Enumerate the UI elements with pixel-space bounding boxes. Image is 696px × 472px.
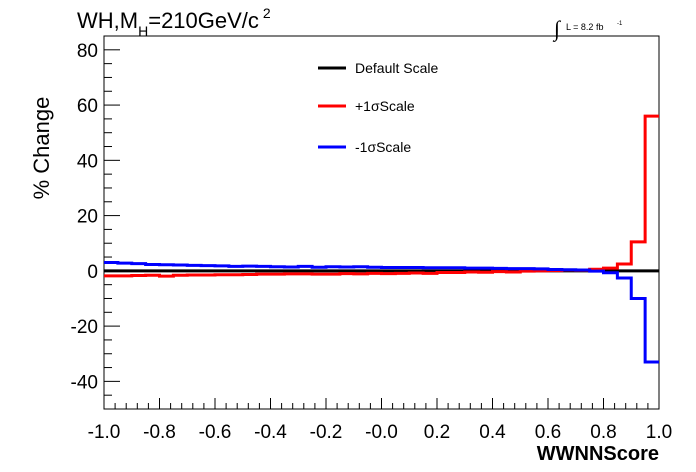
x-tick-label: 0.6 [535,422,561,443]
legend-label: Default Scale [355,60,438,76]
title-subscript: H [138,23,148,39]
legend-label: +1σScale [355,98,415,114]
x-tick-label: 0.8 [590,422,616,443]
luminosity-label: ∫ L = 8.2 fb -1 [552,16,623,42]
x-axis-title: WWNNScore [537,443,659,465]
y-tick-label: 20 [77,207,98,228]
svg-text:WH,MH=210GeV/c2: WH,MH=210GeV/c 2 [77,5,271,39]
x-tick-label: -0.4 [254,422,287,443]
luminosity-exponent: -1 [617,21,623,27]
x-tick-label: -0.2 [310,422,343,443]
y-tick-label: 60 [77,96,98,117]
y-ticks: -40 -20 0 20 40 60 80 [71,35,120,410]
chart-title: WH,MH=210GeV/c 2 [77,5,271,39]
title-suffix: =210GeV/c [148,8,259,33]
y-tick-label: 40 [77,151,98,172]
title-superscript: 2 [263,5,271,21]
x-tick-label: -0.8 [143,422,176,443]
y-tick-label: -40 [71,372,98,393]
series-layer [104,114,659,364]
x-tick-label: 0.2 [424,422,450,443]
plot-frame [103,35,660,410]
x-tick-label: 1.0 [646,422,672,443]
y-tick-label: 80 [77,41,98,62]
legend: Default Scale +1σScale -1σScale [318,60,438,155]
y-axis-title: % Change [29,97,54,200]
y-tick-label: -20 [71,317,98,338]
y-tick-label: 0 [87,262,98,283]
x-ticks: -1.0 -0.8 -0.6 -0.4 -0.2 -0.0 0.2 0.4 0.6 0.8 1.0 [88,398,672,443]
x-tick-label: 0.4 [479,422,506,443]
x-tick-label: -1.0 [88,422,121,443]
legend-label: -1σScale [355,139,411,155]
x-tick-label: -0.0 [365,422,398,443]
x-tick-label: -0.6 [199,422,232,443]
integral-sign: ∫ [552,16,562,42]
luminosity-text: L = 8.2 fb [566,22,603,32]
title-prefix: WH,M [77,8,138,33]
series-line-1-scale [104,261,659,364]
